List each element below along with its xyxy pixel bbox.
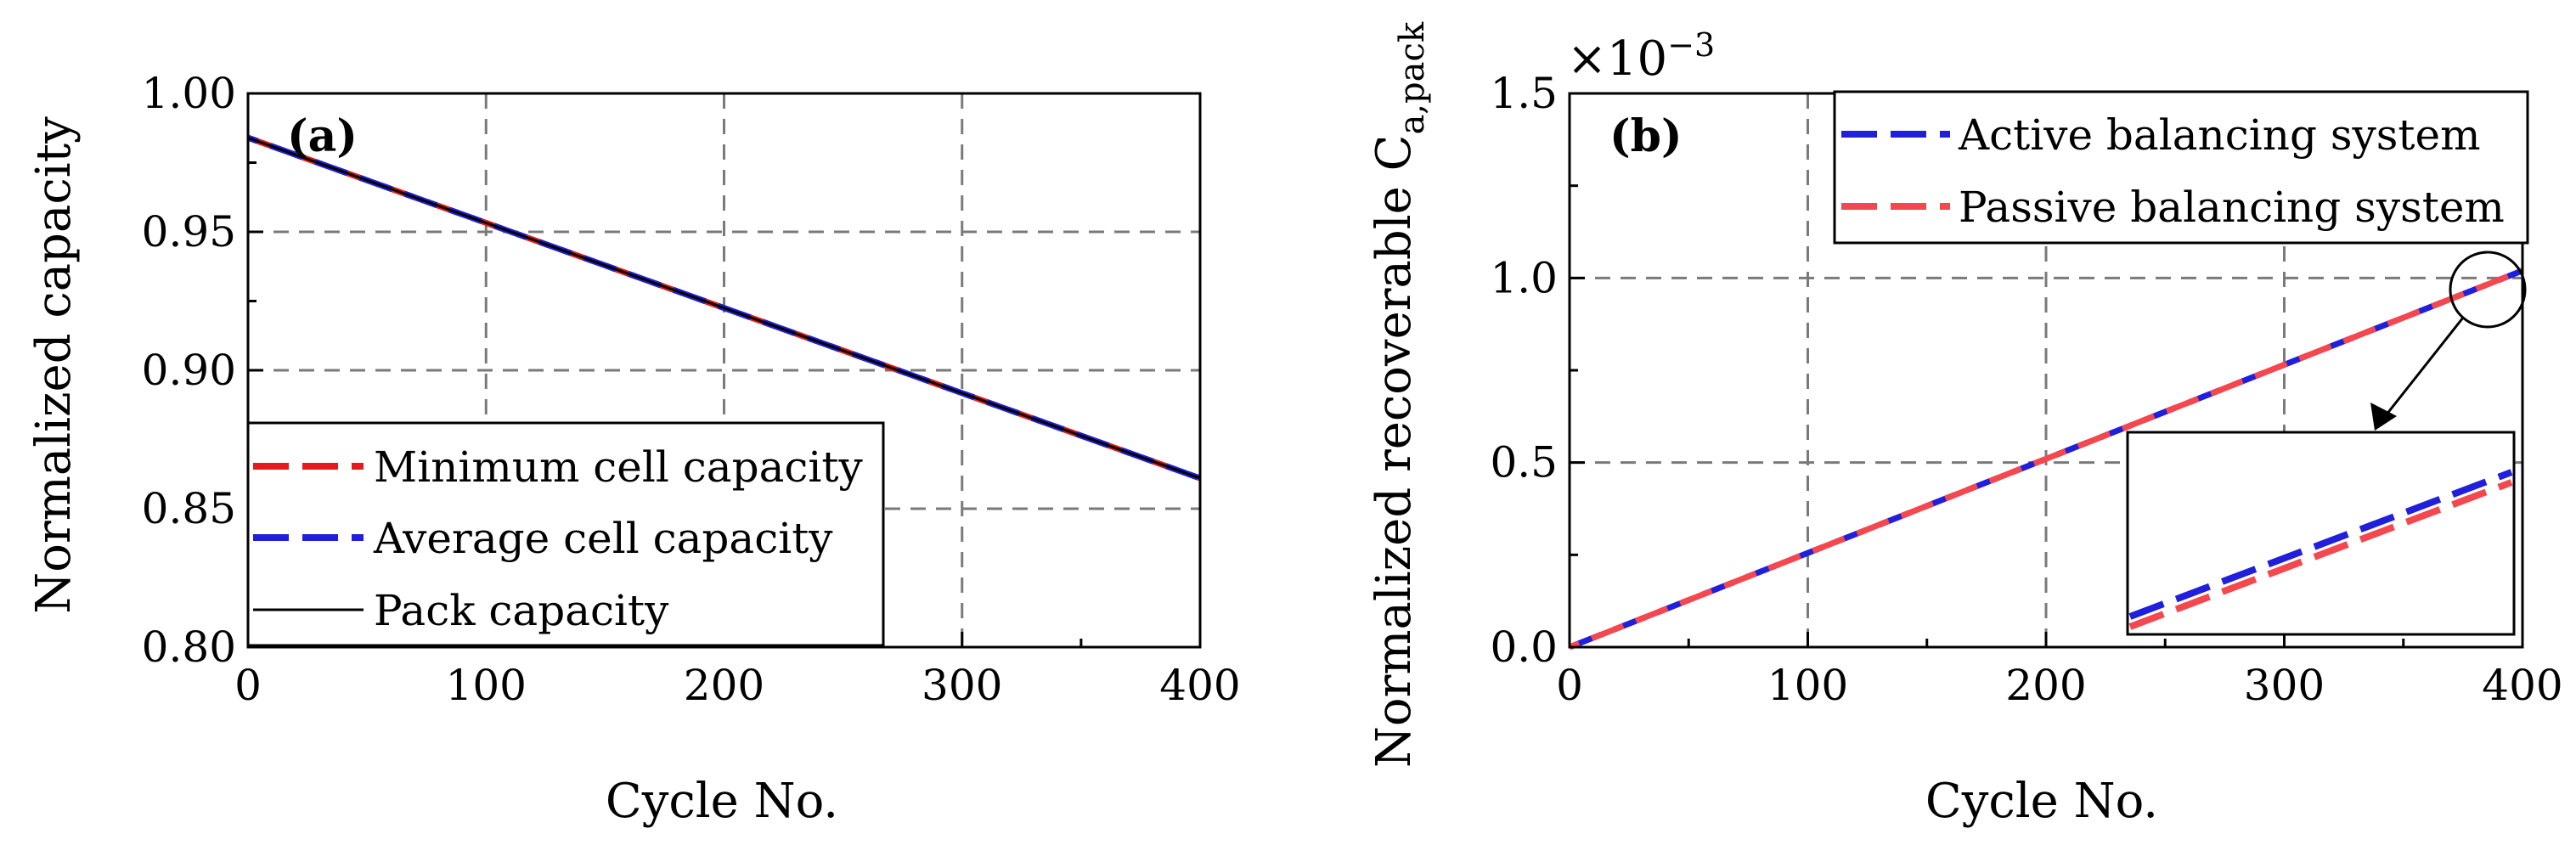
- x-axis-label-b: Cycle No.: [1925, 774, 2158, 829]
- xtick-label-b-400: 400: [2482, 661, 2562, 710]
- ytick-label-a-0.95: 0.95: [142, 207, 236, 256]
- x-axis-label-a: Cycle No.: [606, 774, 838, 829]
- inset-line-passive: [2128, 479, 2513, 630]
- legend-a: Minimum cell capacity Average cell capac…: [246, 421, 885, 647]
- xtick-label-a-200: 200: [684, 661, 764, 710]
- panel-label-a: (a): [287, 110, 358, 162]
- panel-a: 0 100 200 300 400 0.80 0.85 0.90 0.95 1.00 (a) Cy…: [26, 69, 1241, 829]
- panel-b: 0 100 200 300 400 0.0 0.5 1.0 1.5 (b) ×10−3 Cycl…: [1367, 21, 2563, 829]
- series-b: [1568, 268, 2524, 651]
- legend-label-active: Active balancing system: [1958, 110, 2481, 160]
- series-line-a-pack-capacity: [247, 136, 1201, 480]
- legend-box-b: [1833, 90, 2529, 245]
- ytick-label-a-0.90: 0.90: [142, 346, 236, 395]
- ytick-label-b-0.0: 0.0: [1490, 622, 1558, 672]
- xtick-label-b-0: 0: [1556, 661, 1583, 710]
- ytick-label-b-1.5: 1.5: [1490, 69, 1558, 118]
- legend-label-passive: Passive balancing system: [1959, 183, 2505, 232]
- ytick-label-a-0.85: 0.85: [142, 484, 236, 533]
- zoom-arrow-head: [2370, 403, 2397, 431]
- legend-label-min-cell: Minimum cell capacity: [374, 442, 863, 492]
- zoom-circle: [2449, 251, 2527, 329]
- inset: [2126, 431, 2516, 636]
- y-axis-label-b: Normalized recoverable Ca,pack: [1367, 21, 1432, 768]
- series-line-b-passive-balancing-system: [1568, 268, 2524, 651]
- legend-label-pack: Pack capacity: [374, 586, 669, 635]
- legend-b: Active balancing system Passive balancin…: [1833, 90, 2529, 245]
- xtick-label-b-300: 300: [2244, 661, 2325, 710]
- y-axis-label-a: Normalized capacity: [26, 116, 82, 614]
- ytick-label-a-1.00: 1.00: [142, 69, 236, 118]
- y-multiplier-b: ×10−3: [1567, 26, 1715, 87]
- axis-ticks-a: 0 100 200 300 400 0.80 0.85 0.90 0.95 1.00: [142, 69, 1241, 710]
- zoom-arrow-shaft: [2382, 317, 2465, 420]
- axis-ticks-b: 0 100 200 300 400 0.0 0.5 1.0 1.5: [1490, 69, 2562, 710]
- ytick-label-a-0.80: 0.80: [142, 622, 236, 672]
- xtick-label-a-100: 100: [446, 661, 527, 710]
- ytick-label-b-1.0: 1.0: [1490, 253, 1558, 302]
- xtick-label-b-100: 100: [1767, 661, 1848, 710]
- legend-label-avg-cell: Average cell capacity: [373, 514, 833, 563]
- ytick-label-b-0.5: 0.5: [1490, 438, 1558, 487]
- inset-line-active: [2128, 469, 2513, 620]
- xtick-label-a-400: 400: [1159, 661, 1240, 710]
- xtick-label-b-200: 200: [2005, 661, 2086, 710]
- xtick-label-a-300: 300: [922, 661, 1002, 710]
- panel-label-b: (b): [1609, 110, 1683, 162]
- xtick-label-a-0: 0: [234, 661, 262, 710]
- series-a: [246, 134, 1202, 482]
